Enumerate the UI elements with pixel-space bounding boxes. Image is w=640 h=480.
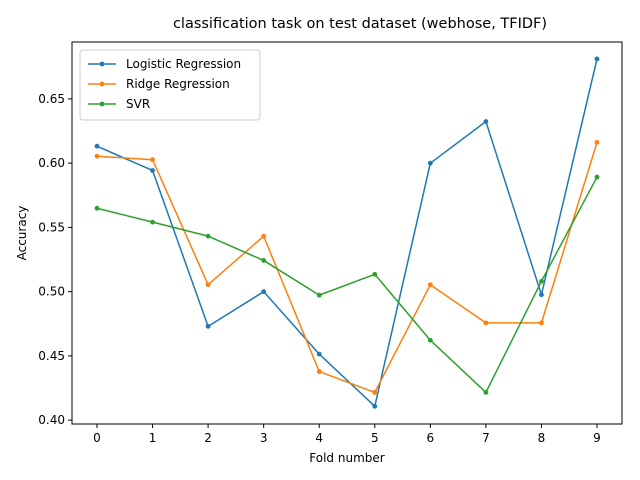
data-point-logistic-regression	[539, 292, 544, 298]
legend-label-ridge-regression: Ridge Regression	[126, 77, 230, 91]
data-point-logistic-regression	[483, 119, 489, 124]
data-point-svr	[483, 389, 489, 395]
legend-marker-logistic-regression	[99, 61, 105, 67]
data-point-svr	[316, 292, 322, 298]
data-point-logistic-regression	[205, 323, 211, 329]
y-tick-label: 0.60	[38, 156, 65, 170]
data-point-logistic-regression	[316, 351, 322, 357]
legend: Logistic Regression Ridge Regression SVR	[79, 49, 261, 121]
chart-title: classification task on test dataset (web…	[173, 16, 547, 32]
legend-box	[79, 49, 261, 121]
legend-label-svr: SVR	[126, 97, 150, 111]
data-point-logistic-regression	[150, 168, 155, 173]
y-tick-label: 0.55	[38, 220, 65, 234]
series-line-svr	[96, 176, 598, 394]
x-tick-label: 8	[538, 431, 546, 445]
y-axis-label: Accuracy	[15, 206, 29, 261]
data-point-ridge-regression	[205, 282, 211, 288]
data-point-ridge-regression	[372, 389, 378, 395]
series-line-logistic-regression	[96, 58, 598, 408]
x-tick-label: 4	[315, 431, 323, 445]
legend-marker-ridge-regression	[99, 81, 105, 87]
series-line-ridge-regression	[96, 142, 598, 394]
data-point-svr	[94, 205, 100, 211]
x-tick-label: 5	[371, 431, 379, 445]
data-point-svr	[594, 174, 600, 180]
x-tick-label: 7	[482, 431, 490, 445]
data-point-logistic-regression	[372, 403, 378, 409]
y-axis-ticks: 0.40 0.45 0.50 0.55 0.60 0.65	[38, 92, 72, 427]
data-point-svr	[261, 258, 267, 263]
data-point-svr	[372, 271, 378, 277]
data-point-ridge-regression	[261, 233, 267, 239]
x-tick-label: 6	[427, 431, 435, 445]
data-point-logistic-regression	[427, 160, 433, 166]
plot-area	[94, 56, 600, 409]
data-point-ridge-regression	[594, 139, 600, 145]
x-tick-label: 3	[260, 431, 268, 445]
data-point-ridge-regression	[316, 369, 322, 374]
x-tick-label: 2	[204, 431, 212, 445]
data-point-svr	[427, 337, 433, 343]
data-point-svr	[539, 278, 544, 284]
data-point-logistic-regression	[594, 56, 600, 62]
x-tick-label: 0	[93, 431, 101, 445]
data-point-ridge-regression	[483, 320, 489, 326]
y-tick-label: 0.40	[38, 413, 65, 427]
y-tick-label: 0.45	[38, 349, 65, 363]
legend-marker-svr	[99, 101, 105, 107]
axes-frame	[71, 41, 623, 425]
x-tick-label: 9	[593, 431, 601, 445]
data-point-ridge-regression	[150, 157, 155, 163]
x-tick-label: 1	[149, 431, 157, 445]
data-point-ridge-regression	[539, 320, 544, 326]
data-point-svr	[150, 219, 155, 225]
data-point-logistic-regression	[261, 289, 267, 295]
x-axis-label: Fold number	[309, 451, 384, 465]
data-point-ridge-regression	[427, 282, 433, 288]
y-tick-label: 0.50	[38, 285, 65, 299]
x-axis-ticks: 0 1 2 3 4 5 6 7 8 9	[93, 424, 601, 445]
legend-label-logistic-regression: Logistic Regression	[126, 57, 241, 71]
y-tick-label: 0.65	[38, 92, 65, 106]
data-point-logistic-regression	[94, 143, 100, 149]
data-point-ridge-regression	[94, 153, 100, 159]
data-point-svr	[205, 233, 211, 239]
